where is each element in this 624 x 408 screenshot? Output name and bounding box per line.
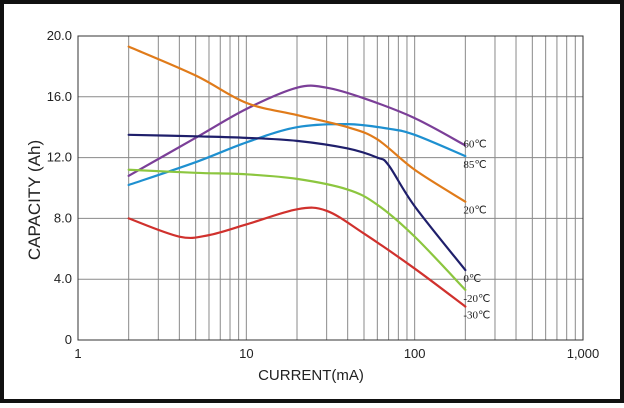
tick-labels: 0 4.0 8.0 12.0 16.0 20.0 1 10 100 1,000 <box>47 28 600 361</box>
series-label-3: 20℃ <box>463 205 486 217</box>
x-tick-label: 100 <box>404 346 426 361</box>
series-line-3 <box>127 45 467 203</box>
series-line-5 <box>127 168 467 291</box>
y-tick-label: 12.0 <box>47 150 72 165</box>
y-tick-label: 0 <box>65 332 72 347</box>
y-tick-label: 8.0 <box>54 210 72 225</box>
y-axis-label: CAPACITY (Ah) <box>25 140 44 260</box>
plot-border <box>77 35 584 341</box>
series-label-5: -20℃ <box>463 293 490 305</box>
series-line-6 <box>127 206 467 308</box>
y-tick-label: 4.0 <box>54 271 72 286</box>
x-tick-label: 1 <box>74 346 81 361</box>
series-line-2 <box>127 122 467 187</box>
x-tick-label: 1,000 <box>567 346 600 361</box>
series-label-1: 60℃ <box>463 138 486 150</box>
grid <box>78 36 583 340</box>
inner-background <box>4 4 620 399</box>
series-lines: 60℃ 85℃ 20℃ 0℃ -20℃ -30℃ <box>127 45 490 322</box>
x-tick-label: 10 <box>239 346 253 361</box>
series-label-4: 0℃ <box>463 273 481 285</box>
y-tick-label: 16.0 <box>47 89 72 104</box>
series-label-2: 85℃ <box>463 159 486 171</box>
y-tick-label: 20.0 <box>47 28 72 43</box>
series-line-1 <box>127 84 467 177</box>
series-label-6: -30℃ <box>463 310 490 322</box>
x-axis-label: CURRENT(mA) <box>258 367 364 384</box>
series-line-4 <box>127 133 467 272</box>
